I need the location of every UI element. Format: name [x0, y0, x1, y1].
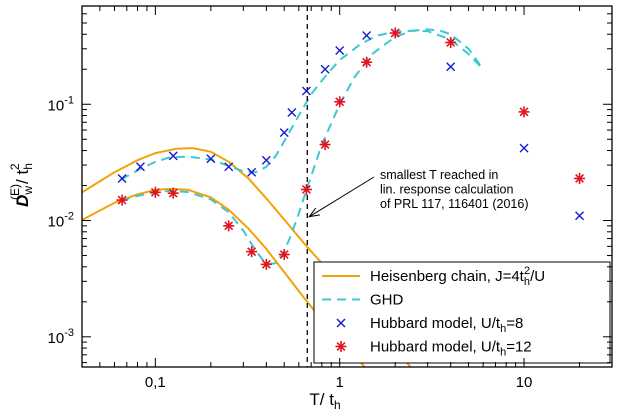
series-2-point-12-b	[362, 31, 372, 41]
series-3-point-6	[278, 249, 290, 261]
series-2-point-3	[206, 154, 216, 164]
series-2-point-2-b	[168, 151, 178, 161]
series-3-point-0-ray-3	[117, 195, 127, 205]
series-2-point-4-b	[224, 162, 234, 172]
axis-ticks: 0,1 1 10 10-3 10-2 10-1	[48, 6, 613, 391]
series-2-point-8-b	[287, 107, 297, 117]
x-tick-label-1: 1	[336, 374, 344, 391]
series-3-point-1	[149, 186, 161, 198]
markers-layer	[116, 27, 586, 270]
series-2-point-5-b	[247, 167, 257, 177]
series-2-point-3-b	[206, 154, 216, 164]
y-axis-label-main: D	[13, 195, 32, 207]
y-tick-label-1: 10-2	[48, 211, 74, 231]
series-2-point-15	[519, 143, 529, 153]
series-2-point-0	[117, 173, 127, 183]
series-3-point-4-ray-3	[247, 247, 257, 257]
series-3-point-5	[260, 258, 272, 270]
series-3-point-12	[445, 36, 457, 48]
annotation-line-0: smallest T reached in	[380, 168, 498, 182]
series-3-point-11	[389, 27, 401, 39]
legend-entry-2-swatch	[336, 318, 346, 328]
series-3-point-8-ray-3	[320, 140, 330, 150]
plot-frame	[81, 5, 613, 368]
legend-entry-2-swatch-b	[336, 318, 346, 328]
x-axis-label: T/ th	[309, 390, 340, 412]
series-3-point-1-ray-3	[150, 187, 160, 197]
series-3-point-2	[167, 187, 179, 199]
series-3-point-3	[223, 220, 235, 232]
legend-entry-3-swatch-ray-3	[336, 342, 346, 351]
y-tick-label-2: 10-1	[48, 94, 74, 114]
series-2-point-12	[362, 31, 372, 41]
legend-entry-2-label: Hubbard model, U/th=8	[370, 315, 523, 335]
series-2-point-11	[335, 46, 345, 55]
series-3-point-12-ray-3	[446, 38, 456, 47]
series-2-point-10	[320, 64, 330, 74]
series-1-curve-1	[120, 28, 484, 266]
series-2-point-11-b	[335, 46, 345, 55]
y-axis-label-sub1: w	[21, 186, 35, 196]
series-3-point-9-ray-3	[335, 97, 345, 107]
series-2-point-7-b	[279, 128, 289, 138]
series-3-point-3-ray-3	[224, 221, 234, 231]
x-tick-label-0: 0,1	[145, 374, 166, 391]
y-axis-label-sup1: (E)	[8, 184, 22, 200]
series-2-point-6	[261, 155, 271, 165]
series-3-point-6-ray-3	[279, 250, 289, 259]
annotation-line-1: lin. response calculation	[380, 183, 513, 197]
series-3-point-13-ray-3	[519, 107, 529, 117]
series-3-point-10	[361, 56, 373, 68]
series-2-point-10-b	[320, 64, 330, 74]
series-3-point-8	[319, 139, 331, 151]
series-2-point-5	[247, 167, 257, 177]
y-tick-label-0: 10-3	[48, 327, 74, 347]
series-3-point-10-ray-3	[362, 57, 372, 67]
series-3-point-2-ray-3	[168, 188, 178, 198]
series-3-point-13	[518, 106, 530, 118]
legend-entry-3-label: Hubbard model, U/th=12	[370, 339, 532, 359]
series-3-point-9	[334, 96, 346, 108]
series-2-point-1	[135, 162, 145, 172]
x-axis-label-main: T/ t	[309, 390, 334, 409]
series-2-point-16-b	[575, 211, 585, 221]
annotation-arrow-head	[308, 207, 320, 218]
legend-entry-3-swatch	[335, 341, 347, 352]
y-axis-label: Dw(E)/ th2	[8, 163, 35, 207]
y-axis-label-sub2: h	[21, 163, 35, 170]
series-2-point-9-b	[301, 86, 311, 96]
legend-entry-1-label: GHD	[370, 292, 404, 309]
series-3-point-11-ray-3	[390, 28, 400, 38]
series-2-point-4	[224, 162, 234, 172]
series-2-point-2	[168, 151, 178, 161]
series-2-point-16	[575, 211, 585, 221]
annotation-line-2: of PRL 117, 116401 (2016)	[380, 197, 529, 211]
annotation-arrow-line	[309, 176, 375, 218]
legend-entry-0-label: Heisenberg chain, J=4th2/U	[370, 265, 545, 288]
series-2-point-1-b	[135, 162, 145, 172]
x-tick-label-2: 10	[516, 374, 533, 391]
series-3-point-14-ray-3	[575, 174, 584, 183]
legend-box	[313, 261, 611, 364]
series-3-point-0	[116, 194, 128, 206]
series-2-point-8	[287, 107, 297, 117]
series-2-point-9	[301, 86, 311, 96]
series-3-point-14	[574, 172, 586, 184]
series-2-point-14	[446, 62, 456, 72]
series-2-point-7	[279, 128, 289, 138]
series-2-point-6-b	[261, 155, 271, 165]
series-2-point-14-b	[446, 62, 456, 72]
series-3-point-4	[246, 246, 258, 258]
series-3-point-7-ray-3	[301, 185, 311, 194]
x-axis-label-sub: h	[334, 398, 341, 412]
series-2-point-15-b	[519, 143, 529, 153]
y-axis-label-sup2: 2	[8, 163, 22, 170]
series-2-point-0-b	[117, 173, 127, 183]
series-3-point-7	[300, 183, 312, 195]
y-axis-label-slash: / t	[13, 170, 32, 184]
series-3-point-5-ray-3	[261, 259, 271, 269]
legend: Heisenberg chain, J=4th2/U GHD Hubbard mod…	[313, 261, 611, 364]
